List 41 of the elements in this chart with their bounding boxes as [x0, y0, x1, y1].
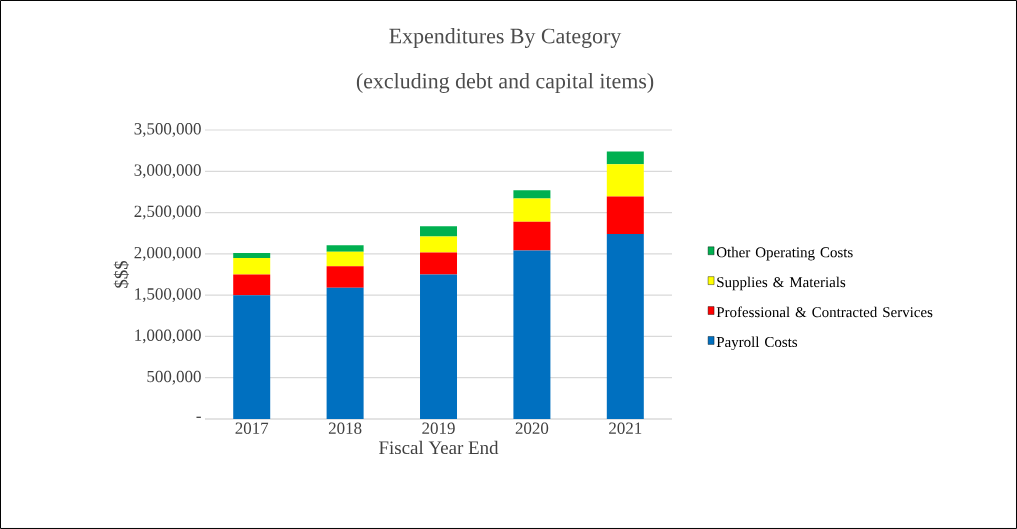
bar	[326, 251, 364, 267]
y-tick-label: 3,500,000	[134, 123, 201, 137]
chart-title: Expenditures By Category	[389, 28, 622, 48]
bar	[513, 190, 551, 199]
y-tick-label: -	[196, 416, 201, 418]
legend-label: Payroll Costs	[716, 336, 798, 351]
legend-label: Other Operating Costs	[716, 246, 853, 261]
x-tick-label: 2021	[609, 422, 642, 434]
y-tick-label: 1,500,000	[135, 288, 201, 303]
x-tick-label: 2018	[328, 422, 362, 434]
y-tick-label: 2,000,000	[134, 246, 201, 261]
legend-label: Professional & Contracted Services	[716, 306, 933, 318]
bar	[606, 196, 644, 235]
bar	[233, 257, 271, 275]
y-tick-label: 1,000,000	[135, 329, 201, 344]
bar	[326, 287, 364, 419]
bar	[420, 236, 458, 253]
bar	[606, 164, 644, 197]
bar	[233, 253, 271, 258]
y-tick-label: 2,500,000	[134, 205, 201, 220]
x-tick-label: 2017	[235, 422, 269, 434]
legend-label: Supplies & Materials	[717, 276, 846, 291]
bar	[326, 245, 364, 252]
x-tick-label: 2019	[422, 422, 455, 434]
x-tick-label: 2020	[515, 422, 549, 434]
bar	[420, 274, 458, 419]
bar	[420, 252, 458, 275]
bar	[420, 226, 458, 237]
y-tick-label: 500,000	[147, 370, 201, 385]
y-axis-title: $$$	[113, 260, 129, 288]
bar	[233, 274, 271, 296]
y-tick-label: 3,000,000	[134, 164, 201, 179]
chart-subtitle: (excluding debt and capital items)	[356, 73, 654, 93]
bar	[606, 234, 644, 419]
bar	[513, 198, 551, 222]
x-axis-title: Fiscal Year End	[379, 440, 499, 455]
bar	[606, 151, 644, 165]
bar	[233, 295, 271, 419]
bar	[513, 250, 551, 419]
bar	[513, 221, 551, 251]
bar	[326, 266, 364, 288]
